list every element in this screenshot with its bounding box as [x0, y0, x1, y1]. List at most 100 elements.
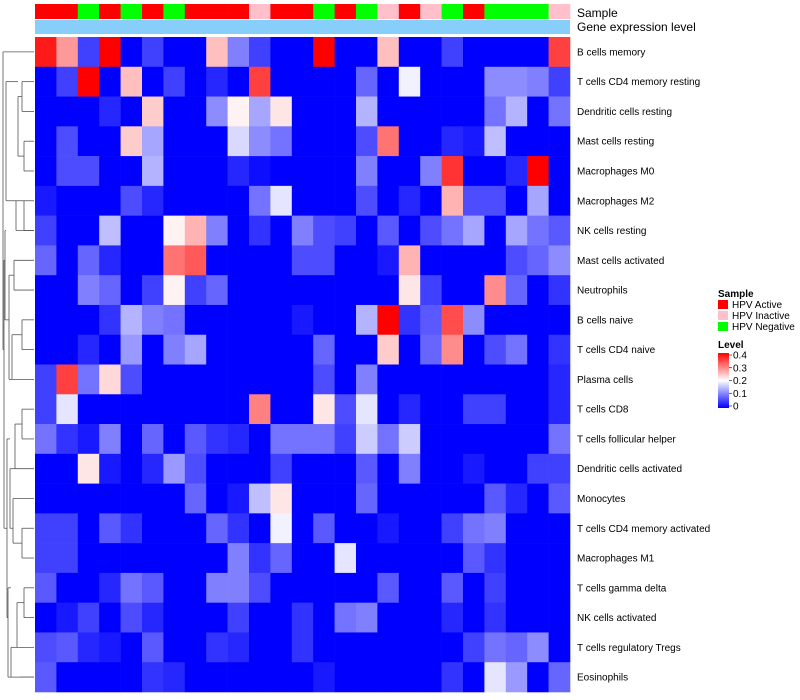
heatmap-cell	[548, 156, 571, 187]
heatmap-cell	[356, 156, 378, 187]
heatmap-cell	[270, 156, 293, 187]
heatmap-cell	[163, 126, 186, 157]
heatmap-cell	[484, 513, 507, 544]
heatmap-cell	[249, 364, 271, 395]
heatmap-cell	[270, 185, 293, 216]
heatmap-cell	[184, 275, 207, 306]
heatmap-cell	[227, 185, 250, 216]
heatmap-cell	[249, 275, 271, 306]
row-label: Macrophages M1	[577, 554, 655, 565]
heatmap-cell	[356, 394, 378, 425]
heatmap-cell	[120, 156, 143, 187]
heatmap-cell	[270, 602, 293, 633]
heatmap-cell	[548, 543, 571, 574]
heatmap-cell	[420, 37, 442, 68]
heatmap-cell	[163, 215, 186, 246]
heatmap-cell	[356, 453, 378, 484]
heatmap-cell	[142, 334, 164, 365]
heatmap-cell	[163, 37, 186, 68]
heatmap-cell	[35, 304, 57, 336]
heatmap-cell	[163, 572, 186, 603]
heatmap-cell	[35, 66, 57, 97]
heatmap-cell	[206, 394, 228, 425]
heatmap-cell	[184, 215, 207, 246]
heatmap-cell	[142, 275, 164, 306]
heatmap-cell	[398, 37, 421, 68]
heatmap-cell	[313, 453, 335, 484]
heatmap-cell	[206, 126, 228, 157]
expression-annotation-bar	[35, 20, 570, 34]
heatmap-cell	[77, 483, 100, 514]
heatmap-cell	[420, 483, 442, 514]
heatmap-cell	[463, 513, 485, 544]
heatmap-cell	[163, 156, 186, 187]
heatmap-cell	[184, 602, 207, 633]
heatmap-cell	[484, 304, 507, 336]
heatmap-cell	[99, 66, 121, 97]
heatmap-cell	[56, 453, 79, 484]
heatmap-cell	[420, 394, 442, 425]
heatmap-cell	[206, 364, 228, 395]
heatmap-cell	[184, 543, 207, 574]
heatmap-cell	[163, 245, 186, 276]
heatmap-cell	[291, 394, 314, 425]
heatmap-cell	[377, 275, 400, 306]
heatmap-cell	[548, 334, 571, 365]
sample-bar-cell	[527, 4, 549, 19]
heatmap-cell	[420, 66, 442, 97]
heatmap-cell	[398, 424, 421, 455]
heatmap-cell	[184, 96, 207, 127]
heatmap-cell	[484, 394, 507, 425]
heatmap-cell	[398, 185, 421, 216]
sample-legend-label: HPV Inactive	[732, 311, 790, 322]
heatmap-cell	[291, 424, 314, 455]
heatmap-cell	[56, 394, 79, 425]
heatmap-cell	[377, 126, 400, 157]
heatmap-cell	[163, 602, 186, 633]
heatmap-cell	[484, 572, 507, 603]
heatmap-cell	[441, 245, 464, 276]
heatmap-cell	[120, 215, 143, 246]
heatmap-cell	[463, 394, 485, 425]
heatmap-cell	[291, 602, 314, 633]
heatmap-cell	[420, 215, 442, 246]
heatmap-cell	[99, 37, 121, 68]
heatmap-cell	[163, 662, 186, 693]
heatmap-cell	[291, 513, 314, 544]
heatmap-cell	[56, 185, 79, 216]
heatmap-cell	[313, 662, 335, 693]
heatmap-cell	[291, 304, 314, 336]
heatmap-cell	[56, 37, 79, 68]
heatmap-cell	[142, 632, 164, 663]
heatmap-cell	[420, 275, 442, 306]
heatmap-cell	[463, 662, 485, 693]
sample-annotation-bar	[35, 4, 571, 19]
heatmap-cell	[227, 543, 250, 574]
heatmap-cell	[484, 126, 507, 157]
heatmap-cell	[505, 572, 528, 603]
heatmap-cells	[35, 37, 571, 693]
heatmap-cell	[334, 364, 357, 395]
heatmap-cell	[99, 275, 121, 306]
heatmap-cell	[505, 513, 528, 544]
heatmap-cell	[77, 513, 100, 544]
sample-bar-cell	[377, 4, 400, 19]
heatmap-cell	[441, 185, 464, 216]
heatmap-cell	[334, 602, 357, 633]
heatmap-cell	[484, 602, 507, 633]
heatmap-cell	[548, 364, 571, 395]
heatmap-cell	[527, 424, 549, 455]
heatmap-cell	[484, 66, 507, 97]
heatmap-cell	[313, 66, 335, 97]
heatmap-cell	[377, 66, 400, 97]
level-tick-label: 0.4	[733, 351, 747, 362]
heatmap-cell	[420, 185, 442, 216]
heatmap-cell	[56, 424, 79, 455]
heatmap-cell	[184, 245, 207, 276]
heatmap-cell	[184, 572, 207, 603]
heatmap-cell	[99, 453, 121, 484]
heatmap-cell	[99, 602, 121, 633]
heatmap-cell	[420, 632, 442, 663]
heatmap-cell	[99, 483, 121, 514]
heatmap-cell	[77, 394, 100, 425]
